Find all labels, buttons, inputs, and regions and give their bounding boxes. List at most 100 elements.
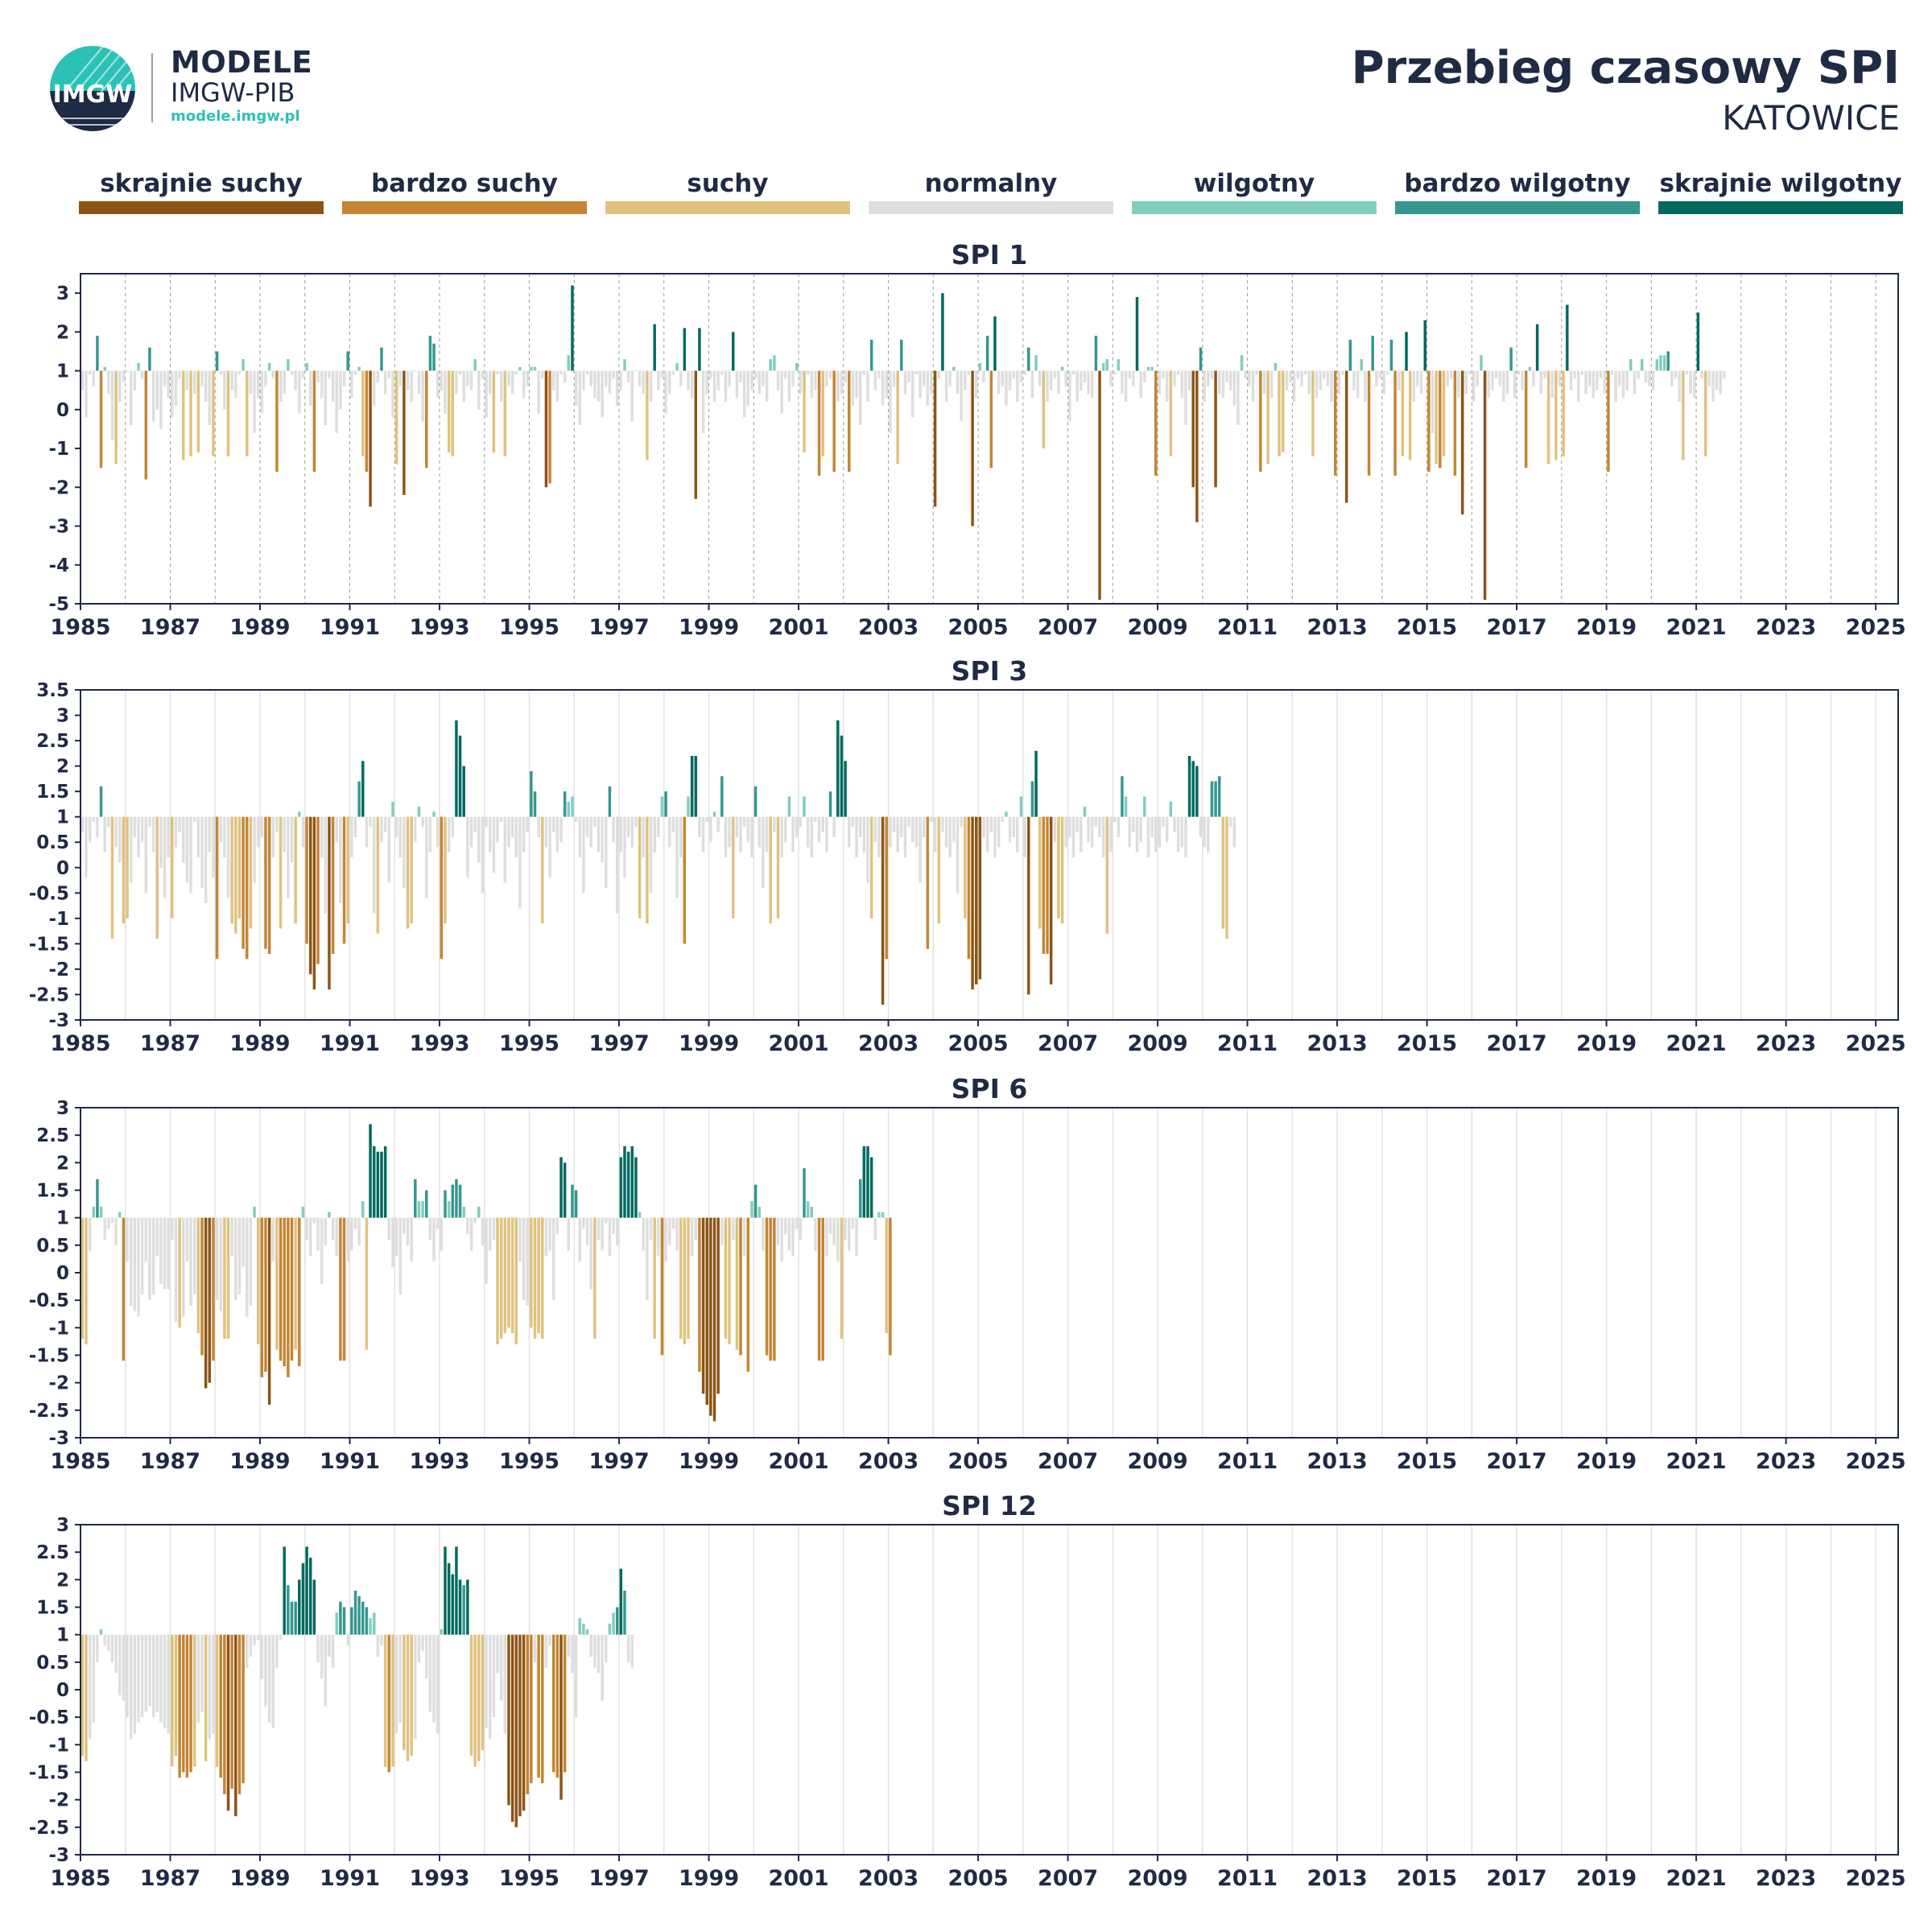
data-bar [537,370,540,414]
data-bar [246,370,249,456]
data-bar [1075,370,1079,402]
data-bar [316,1634,320,1662]
data-bar [1128,816,1131,848]
data-bar [1132,370,1135,386]
data-bar [1446,370,1449,386]
data-bar [489,370,492,394]
logo-text: IMGW [53,80,133,109]
x-tick-label: 2023 [1756,1449,1816,1474]
x-tick-label: 1993 [409,615,469,640]
data-bar [481,370,485,379]
y-tick-label: 1.5 [36,782,69,803]
data-bar [1491,370,1494,390]
x-tick-label: 1987 [140,1449,200,1474]
data-bar [1289,370,1292,383]
data-bar [619,370,623,390]
data-bar [1105,359,1109,371]
data-bar [133,816,137,837]
data-bar [1080,370,1083,390]
data-bar [226,370,230,456]
data-bar [212,1634,215,1734]
data-bar [376,1151,380,1218]
data-bar [308,816,312,975]
data-bar [1311,370,1315,456]
data-bar [447,816,451,852]
brand-url-link[interactable]: modele.imgw.pl [171,108,300,125]
data-bar [451,816,455,837]
data-bar [496,1217,499,1344]
x-tick-label: 1997 [588,1449,649,1474]
data-bar [275,370,279,472]
data-bar [339,816,342,903]
data-bar [212,1217,215,1361]
x-tick-label: 2023 [1756,1031,1816,1056]
data-bar [406,370,410,390]
data-bar [881,370,885,406]
data-bar [294,1217,297,1350]
data-bar [817,1217,821,1361]
data-bar [477,816,481,863]
data-bar [1232,816,1236,848]
data-bar [80,1217,85,1339]
data-bar [88,816,92,843]
data-bar [776,1217,780,1245]
data-bar [1367,370,1371,476]
data-bar [458,735,462,817]
data-bar [1135,296,1139,371]
data-bar [485,1217,488,1284]
data-bar [712,1217,716,1422]
data-bar [806,370,810,375]
data-bar [137,362,140,371]
data-bar [237,370,242,375]
data-bar [369,1124,372,1218]
data-bar [414,1634,417,1740]
data-bar [1423,320,1427,371]
data-bar [301,1207,305,1218]
data-bar [481,1217,485,1245]
data-bar [1143,370,1146,383]
data-bar [171,370,174,418]
data-bar [353,816,357,837]
data-bar [1509,347,1513,371]
x-tick-label: 1989 [229,615,290,640]
data-bar [92,370,95,386]
data-bar [324,370,328,426]
data-bar [473,359,477,371]
x-tick-label: 2003 [858,1866,919,1891]
data-bar [383,816,387,832]
data-bar [982,370,985,383]
data-bar [298,370,301,414]
data-bar [394,1634,398,1734]
data-bar [372,1146,376,1218]
data-bar [1633,370,1637,394]
data-bar [642,816,645,858]
data-bar [361,1201,365,1218]
data-bar [926,816,930,949]
data-bar [182,370,185,460]
x-tick-label: 2009 [1127,615,1187,640]
x-tick-label: 1989 [229,1866,290,1891]
data-bar [941,293,944,371]
data-bar [167,1217,170,1290]
data-bar [466,1579,469,1635]
data-bar [615,816,619,914]
data-bar [832,816,836,837]
data-bar [698,328,701,371]
data-bar [948,370,952,386]
data-bar [80,370,85,390]
data-bar [578,1618,581,1635]
data-bar [350,816,353,858]
data-bar [428,1217,432,1240]
x-tick-label: 2015 [1397,1031,1457,1056]
data-bar [881,1212,885,1218]
data-bar [294,816,297,924]
data-bar [316,1217,320,1251]
data-bar [1629,359,1633,371]
data-bar [791,1217,795,1257]
data-bar [279,816,283,929]
data-bar [447,1201,451,1218]
data-bar [223,816,226,858]
y-tick-label: 3.5 [36,680,69,701]
data-bar [151,370,155,422]
data-bar [151,816,155,852]
